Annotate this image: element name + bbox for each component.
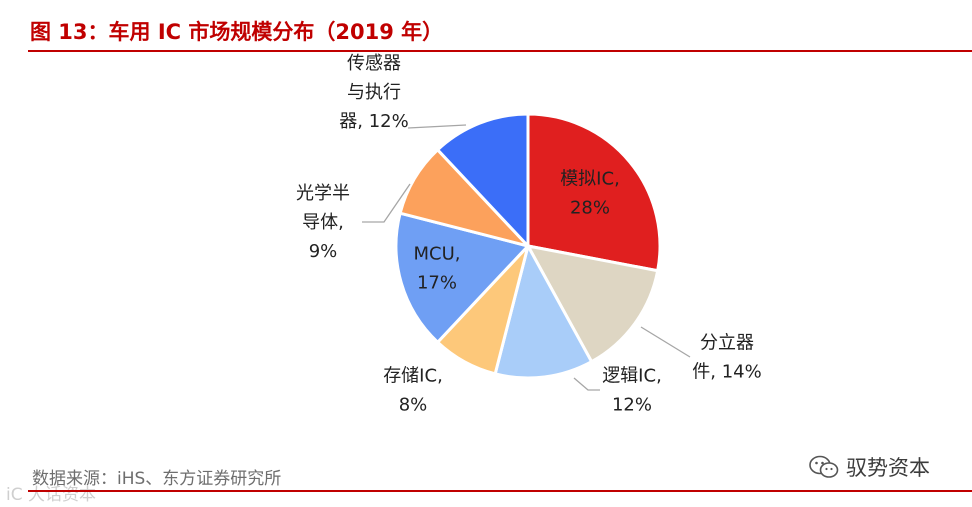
pie-slice-4	[394, 211, 531, 345]
data-label-2: 逻辑IC, 12%	[602, 366, 662, 416]
data-label-line: 8%	[399, 395, 428, 416]
data-label-3: 存储IC, 8%	[383, 366, 443, 416]
data-label-line: 17%	[417, 273, 457, 294]
pie-slice-1	[525, 243, 660, 364]
watermark-left: iC 大话资本	[6, 485, 96, 505]
data-label-line: 分立器	[700, 333, 754, 354]
wechat-icon	[809, 455, 839, 478]
data-label-line: 与执行	[347, 82, 401, 103]
page-title: 图 13：车用 IC 市场规模分布（2019 年）	[30, 20, 444, 44]
pie-slice-6	[435, 112, 530, 250]
data-label-0: 模拟IC, 28%	[560, 169, 620, 219]
data-label-line: 28%	[570, 198, 610, 219]
bottom-divider	[28, 490, 972, 492]
brand-watermark: 驭势资本	[808, 452, 930, 482]
data-label-line: 导体,	[302, 212, 344, 233]
source-note: 数据来源：iHS、东方证券研究所	[32, 469, 282, 489]
data-label-4: MCU, 17%	[414, 244, 461, 294]
data-label-line: 光学半	[296, 183, 350, 204]
data-label-6: 传感器与执行器, 12%	[339, 53, 408, 132]
data-label-line: 逻辑IC,	[602, 366, 662, 387]
data-label-line: 12%	[612, 395, 652, 416]
data-label-line: MCU,	[414, 244, 461, 265]
data-label-line: 存储IC,	[383, 366, 443, 387]
pie-slice-0	[526, 112, 662, 273]
brand-name: 驭势资本	[846, 456, 930, 480]
leader-line-5	[362, 183, 411, 223]
data-label-line: 器, 12%	[339, 111, 408, 132]
data-label-line: 传感器	[347, 53, 401, 74]
data-label-1: 分立器件, 14%	[692, 333, 761, 383]
leader-line-2	[573, 377, 600, 391]
leader-line-6	[407, 124, 467, 129]
data-label-5: 光学半导体, 9%	[296, 183, 350, 262]
data-label-line: 件, 14%	[692, 362, 761, 383]
top-divider	[28, 50, 972, 52]
data-label-line: 9%	[309, 241, 338, 262]
pie-slice-2	[493, 241, 594, 380]
leader-line-1	[640, 326, 691, 358]
data-label-line: 模拟IC,	[560, 169, 620, 190]
